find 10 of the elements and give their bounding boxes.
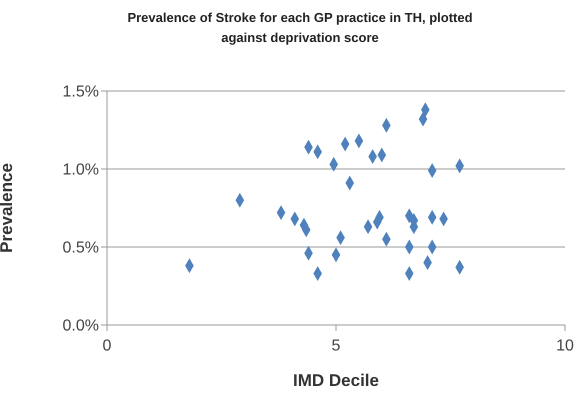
y-tick-label: 0.5% [62, 240, 99, 257]
x-tick-label: 10 [556, 337, 574, 354]
y-tick-label: 1.0% [62, 162, 99, 179]
y-axis-title: Prevalence [0, 163, 16, 253]
x-tick-label: 5 [332, 337, 341, 354]
y-tick-label: 1.5% [62, 84, 99, 101]
x-tick-label: 0 [102, 337, 112, 354]
x-axis-title: IMD Decile [293, 371, 379, 390]
y-tick-label: 0.0% [62, 318, 99, 335]
chart-title: Prevalence of Stroke for each GP practice in TH, plotted against deprivation score [126, 9, 474, 47]
